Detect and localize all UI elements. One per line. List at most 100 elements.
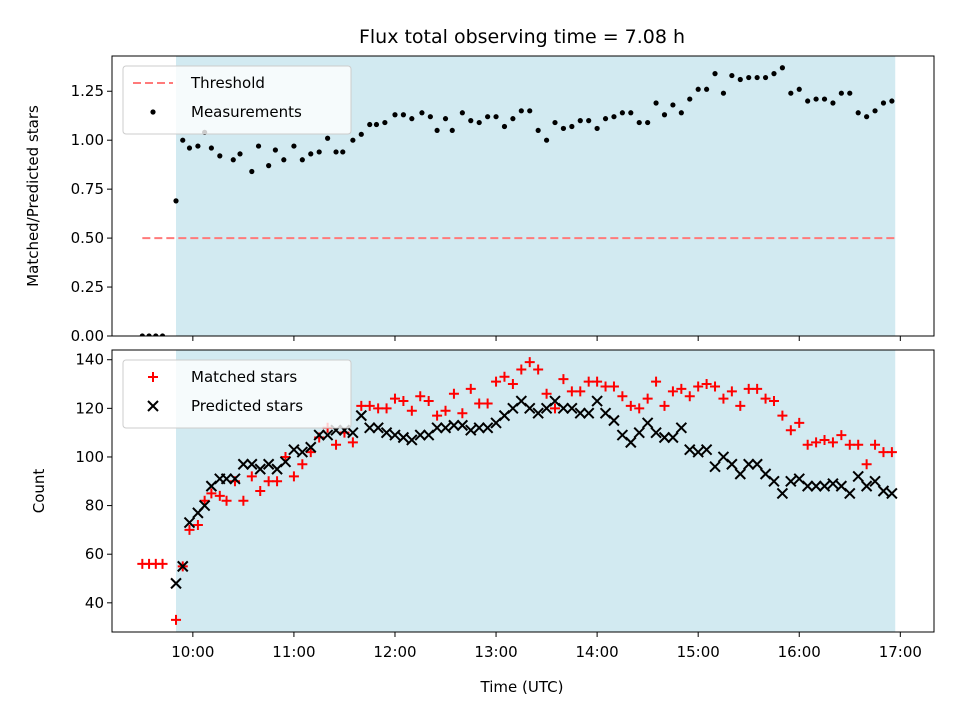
measurement-point xyxy=(569,123,575,130)
predicted-point xyxy=(768,475,780,487)
matched-point xyxy=(735,400,746,411)
measurement-point xyxy=(712,71,718,77)
matched-point xyxy=(726,386,737,397)
axes-frame xyxy=(111,55,935,337)
predicted-point xyxy=(355,409,368,422)
predicted-point xyxy=(785,475,797,487)
x-tick-label: 16:00 xyxy=(778,643,821,661)
matched-point xyxy=(752,383,763,394)
matched-point xyxy=(491,376,502,387)
measurement-point xyxy=(291,143,297,149)
measurement-point xyxy=(855,110,861,116)
predicted-point xyxy=(448,419,460,432)
measurement-point xyxy=(449,127,455,134)
measurement-point xyxy=(373,121,380,128)
x-axis-label: Time (UTC) xyxy=(480,678,564,696)
predicted-point xyxy=(481,422,494,434)
predicted-point xyxy=(431,422,443,434)
matched-point xyxy=(389,393,400,404)
x-tick-label: 11:00 xyxy=(272,643,315,661)
measurement-point xyxy=(350,137,356,143)
legend-matched-swatch xyxy=(148,372,158,382)
predicted-point xyxy=(456,419,469,432)
predicted-point xyxy=(557,402,570,415)
y-tick-label: 120 xyxy=(75,399,104,417)
measurement-point xyxy=(476,119,482,126)
matched-point xyxy=(870,439,881,450)
matched-point xyxy=(373,403,384,414)
measurement-point xyxy=(560,125,567,132)
measurement-point xyxy=(813,96,819,102)
predicted-point xyxy=(743,458,755,470)
legend-label: Predicted stars xyxy=(191,397,303,415)
measurement-point xyxy=(737,76,743,83)
matched-point xyxy=(432,410,443,421)
legend-box xyxy=(122,65,352,135)
matched-point xyxy=(760,393,771,404)
measurement-point xyxy=(501,123,508,130)
predicted-point xyxy=(414,429,426,441)
measurement-point xyxy=(619,110,625,116)
matched-point xyxy=(305,447,316,458)
predicted-point xyxy=(818,480,831,492)
y-tick-label: 0.50 xyxy=(71,229,104,247)
measurement-point xyxy=(272,147,278,153)
x-series xyxy=(170,395,898,590)
matched-point xyxy=(566,386,577,397)
predicted-point xyxy=(801,480,814,492)
predicted-point xyxy=(198,499,211,512)
measurement-point xyxy=(628,110,634,116)
measurement-point xyxy=(653,100,659,106)
predicted-point xyxy=(591,395,603,407)
matched-point xyxy=(381,403,392,414)
legend-label: Measurements xyxy=(191,103,302,121)
matched-point xyxy=(819,434,830,445)
y-tick-label: 0.25 xyxy=(71,278,104,296)
measurement-point xyxy=(493,114,499,120)
x-tick-label: 12:00 xyxy=(373,643,416,661)
predicted-point xyxy=(305,441,317,453)
measurement-point xyxy=(299,157,305,163)
measurement-point xyxy=(367,121,373,128)
measurement-point xyxy=(518,108,524,114)
measurement-point xyxy=(771,71,777,77)
matched-point xyxy=(398,396,409,407)
x-tick-label: 17:00 xyxy=(879,643,922,661)
measurement-point xyxy=(230,157,236,163)
matched-point xyxy=(617,391,628,402)
predicted-point xyxy=(406,434,418,446)
legend-box xyxy=(122,359,352,429)
predicted-point xyxy=(465,424,477,436)
predicted-point xyxy=(608,414,620,427)
matched-point xyxy=(836,430,847,441)
matched-point xyxy=(499,371,510,382)
predicted-point xyxy=(886,487,898,500)
matched-point xyxy=(642,393,653,404)
matched-point xyxy=(516,364,527,375)
matched-point xyxy=(331,439,342,450)
predicted-point xyxy=(220,473,233,485)
predicted-point xyxy=(397,431,410,444)
predicted-point xyxy=(675,422,688,434)
matched-point xyxy=(701,379,712,390)
matched-point xyxy=(794,417,805,428)
predicted-point xyxy=(852,470,864,483)
measurement-point xyxy=(527,108,533,114)
measurement-point xyxy=(249,168,255,175)
predicted-point xyxy=(625,436,637,449)
y-tick-label: 1.00 xyxy=(71,131,104,149)
predicted-point xyxy=(170,577,182,590)
predicted-point xyxy=(700,443,713,456)
matched-point xyxy=(157,558,168,569)
matched-point xyxy=(192,520,203,531)
predicted-point xyxy=(582,407,595,419)
measurement-point xyxy=(594,125,600,132)
measurement-point xyxy=(325,135,331,141)
matched-point xyxy=(263,476,274,487)
measurement-point xyxy=(746,74,752,81)
predicted-point xyxy=(380,426,393,439)
measurement-point xyxy=(762,74,769,81)
matched-point xyxy=(827,437,838,448)
measurement-point xyxy=(687,96,693,102)
predicted-point xyxy=(877,485,890,497)
